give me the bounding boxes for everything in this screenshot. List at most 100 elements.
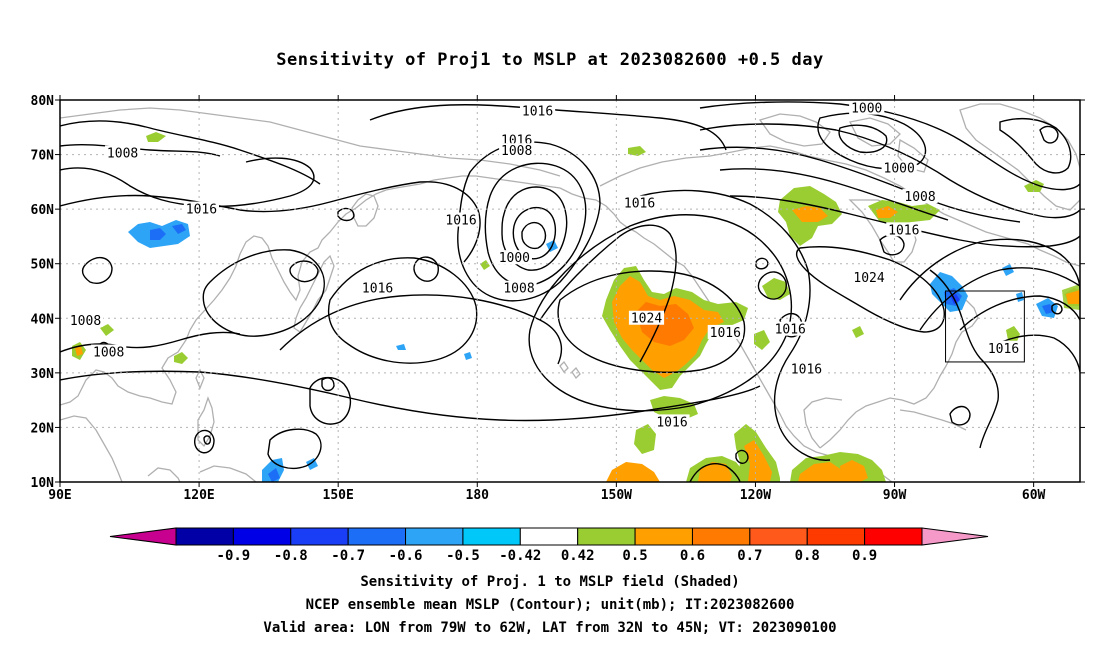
colorbar-level-label: -0.6	[389, 548, 423, 564]
shade-positive-green-pac	[852, 326, 864, 338]
contour-1000-canada-inner	[817, 112, 927, 170]
sensitivity-shading	[72, 132, 1080, 482]
colorbar-box	[175, 527, 234, 546]
coastline-kamchatka	[351, 193, 379, 227]
shade-negative-atl3	[1016, 292, 1024, 302]
colorbar-level-label: -0.5	[446, 548, 480, 564]
lat-label: 80N	[31, 94, 55, 109]
contour-1016-aleutian	[457, 141, 601, 302]
shade-positive-orange-caribbean	[798, 462, 846, 482]
shade-positive-green-sw	[754, 330, 770, 350]
contour-label: 1008	[70, 314, 101, 329]
contour-label: 1016	[624, 197, 655, 212]
contour-1016-tropics	[60, 370, 761, 422]
coastline-east-coast	[819, 269, 979, 449]
valid-area-box	[945, 290, 1025, 363]
contour-small-japan	[289, 260, 319, 283]
lat-tick-labels: 80N 70N 60N 50N 40N 30N 20N 10N	[31, 94, 55, 491]
colorbar-level-label: 0.7	[737, 548, 762, 564]
colorbar-level-label: -0.7	[331, 548, 365, 564]
contour-mex	[689, 463, 741, 482]
contour-label: 1016	[522, 104, 553, 119]
lat-label: 20N	[31, 421, 55, 436]
contour-label: 1016	[362, 282, 393, 297]
coastline-gulf-of-mexico	[803, 397, 843, 449]
shade-positive-orange-hudson	[876, 206, 898, 218]
contour-1016-na	[639, 189, 831, 461]
lat-label: 10N	[31, 476, 55, 491]
contour-1016-canada	[729, 195, 1080, 248]
contour-small-atl2	[1051, 303, 1063, 315]
mslp-contours	[60, 101, 1080, 482]
contour-1008-canada-3	[719, 168, 949, 221]
colorbar-box	[232, 527, 292, 546]
contour-label: 1000	[499, 251, 530, 266]
colorbar-level-label: 0.9	[852, 548, 877, 564]
coastline-hawaii	[559, 360, 581, 380]
contour-1016-east-4	[989, 334, 1080, 373]
contour-label: 1016	[775, 323, 806, 338]
colorbar-level-label: -0.9	[217, 548, 251, 564]
shade-negative-small1	[396, 344, 406, 350]
contour-label: 1008	[107, 146, 138, 161]
coastline-siberia	[60, 107, 561, 177]
contour-label-bg	[849, 100, 885, 115]
contour-label: 1024	[631, 312, 662, 327]
coastline-arctic-canada	[599, 145, 1080, 267]
coastline-philippines	[197, 396, 215, 448]
caption-shading: Sensitivity of Proj. 1 to MSLP field (Sh…	[360, 574, 740, 590]
contour-1016-asia-big	[60, 181, 481, 263]
shade-negative-east-asia-core2	[172, 224, 186, 234]
colorbar-box	[462, 527, 521, 546]
contour-1000-canada-2	[838, 124, 888, 154]
contour-label: 1016	[710, 326, 741, 341]
colorbar-box	[577, 527, 636, 546]
contour-1008-canada	[699, 123, 1080, 219]
coastline-asia	[60, 175, 561, 406]
colorbar-level-label: 0.6	[680, 548, 705, 564]
colorbar-level-label: 0.5	[622, 548, 647, 564]
coastline-arctic-islands	[758, 113, 929, 173]
contour-label-bg	[359, 280, 396, 295]
contour-1016-pacific-outer	[279, 294, 563, 365]
contour-984-aleutian	[521, 221, 547, 250]
lon-label: 60W	[1022, 488, 1046, 503]
contour-label: 1024	[853, 271, 884, 286]
lat-label: 60N	[31, 203, 55, 218]
shade-positive-green-central	[480, 260, 490, 270]
colorbar-box	[806, 527, 866, 546]
shade-negative-tropics2	[306, 458, 318, 470]
contour-label: 1016	[656, 415, 687, 430]
colorbar-box	[519, 527, 579, 546]
contour-label-bg	[499, 132, 535, 147]
contour-label-bg	[902, 189, 938, 204]
shade-negative-tropics-blue	[268, 468, 280, 482]
contour-small-ne	[1039, 125, 1059, 144]
contour-label-bg	[501, 280, 537, 295]
contour-label-bg	[621, 195, 658, 210]
contour-label: 1016	[791, 362, 822, 377]
shade-negative-atl2	[1002, 264, 1014, 276]
coastline-new-guinea	[199, 465, 257, 482]
shade-positive-green-asia2	[174, 352, 188, 364]
contour-label: 1016	[186, 203, 217, 218]
contour-1016-canada-b	[999, 117, 1072, 174]
contour-label: 1008	[904, 190, 935, 205]
contour-1008-asia-small	[81, 257, 113, 284]
shade-positive-orange-atl2	[1066, 290, 1080, 304]
coastline-borneo	[147, 467, 181, 482]
contour-1000-aleutian	[501, 186, 568, 271]
colorbar-box	[749, 527, 808, 546]
contour-small-atl	[949, 405, 971, 426]
lon-label: 120E	[183, 488, 214, 503]
lat-label: 40N	[31, 312, 55, 327]
lat-label: 30N	[31, 367, 55, 382]
contour-label: 1016	[888, 223, 919, 238]
contour-label-bg	[183, 201, 220, 216]
contour-small-tropics-5	[321, 377, 335, 392]
contour-label-bg	[707, 324, 743, 339]
contour-label: 1000	[851, 102, 882, 117]
axis-ticks	[55, 95, 1085, 487]
contour-1016-east-trough	[929, 269, 999, 449]
map-plot-area: 1016 1000 1016 1008 1008 1000 1008 1016 1016 1016…	[60, 100, 1080, 482]
